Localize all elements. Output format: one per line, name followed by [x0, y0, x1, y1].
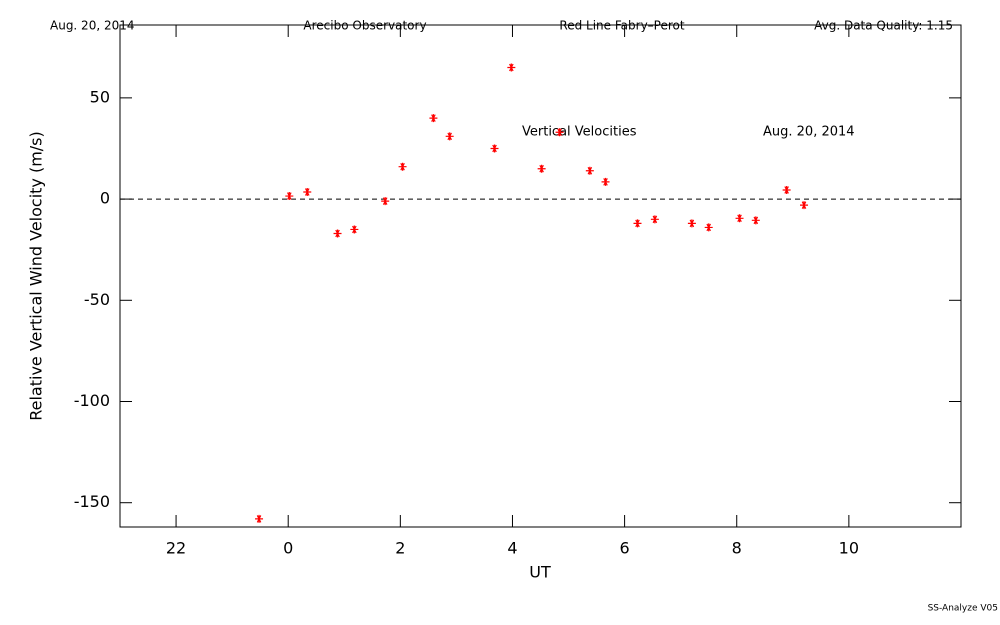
data-point	[445, 132, 454, 141]
y-tick-label: 50	[90, 87, 110, 106]
data-point	[687, 219, 696, 228]
y-axis-label: Relative Vertical Wind Velocity (m/s)	[27, 131, 46, 421]
data-point	[782, 185, 791, 194]
data-point	[303, 187, 312, 196]
data-point	[429, 114, 438, 123]
plot-frame	[119, 24, 962, 528]
x-tick-label: 10	[839, 539, 859, 558]
data-point	[800, 201, 809, 210]
footer: SS-Analyze V05	[928, 604, 998, 614]
data-point	[255, 514, 264, 523]
header-date: Aug. 20, 2014	[50, 19, 135, 33]
data-point	[381, 197, 390, 206]
x-tick-label: 8	[732, 539, 742, 558]
data-point	[555, 128, 564, 137]
y-tick-label: -100	[74, 391, 110, 410]
data-point	[735, 214, 744, 223]
y-tick-label: 0	[100, 189, 110, 208]
y-tick-label: -150	[74, 492, 110, 511]
x-tick-label: 4	[507, 539, 517, 558]
x-tick-label: 0	[283, 539, 293, 558]
data-point	[350, 225, 359, 234]
annotation: Aug. 20, 2014	[763, 125, 855, 140]
data-point	[537, 164, 546, 173]
data-point	[704, 223, 713, 232]
data-point	[633, 219, 642, 228]
x-tick-label: 2	[395, 539, 405, 558]
annotation: Vertical Velocities	[522, 125, 637, 140]
data-point	[507, 63, 516, 72]
x-axis-label: UT	[529, 563, 551, 582]
data-point	[650, 215, 659, 224]
data-point	[398, 162, 407, 171]
data-point	[285, 192, 294, 201]
data-point	[490, 144, 499, 153]
data-point	[601, 177, 610, 186]
data-point	[751, 216, 760, 225]
x-tick-label: 6	[620, 539, 630, 558]
x-tick-label: 22	[166, 539, 186, 558]
y-tick-label: -50	[84, 290, 110, 309]
data-point	[585, 166, 594, 175]
data-point	[333, 229, 342, 238]
